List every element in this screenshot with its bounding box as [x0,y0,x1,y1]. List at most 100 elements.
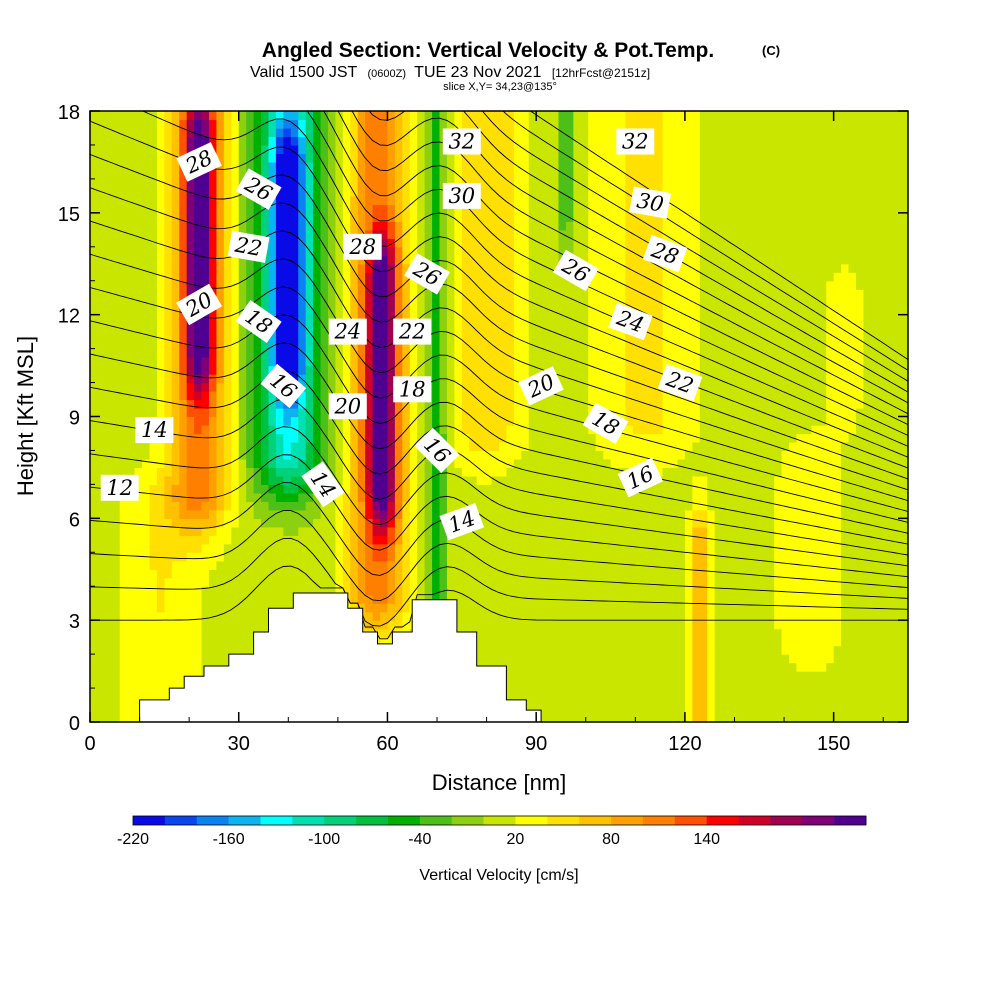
velocity-cell [818,535,827,545]
velocity-cell [216,594,225,604]
velocity-cell [736,543,745,553]
velocity-cell [528,679,537,689]
velocity-cell [744,620,753,630]
velocity-cell [179,569,188,579]
velocity-cell [194,441,203,452]
velocity-cell [409,357,418,367]
velocity-cell [833,374,842,384]
velocity-cell [893,586,902,596]
velocity-cell [223,569,232,579]
velocity-cell [261,340,270,350]
velocity-cell [201,620,210,630]
velocity-cell [588,560,597,570]
velocity-cell [320,458,329,469]
velocity-cell [736,467,745,477]
velocity-cell [781,586,790,596]
velocity-cell [499,484,508,494]
velocity-cell [194,560,203,570]
velocity-cell [484,441,493,452]
velocity-cell [394,577,403,587]
velocity-cell [625,543,634,553]
velocity-cell [565,467,574,477]
velocity-cell [268,577,277,587]
velocity-cell [127,611,136,621]
velocity-cell [253,357,262,367]
velocity-cell [97,357,106,367]
velocity-cell [610,399,619,409]
velocity-cell [670,399,679,409]
velocity-cell [112,577,121,587]
velocity-cell [565,594,574,604]
velocity-cell [610,357,619,367]
velocity-cell [826,586,835,596]
velocity-cell [863,526,872,536]
velocity-cell [432,348,441,358]
velocity-cell [476,611,485,621]
velocity-cell [565,518,574,528]
velocity-cell [171,569,180,579]
velocity-cell [603,569,612,579]
velocity-cell [781,569,790,579]
velocity-cell [729,637,738,647]
velocity-cell [134,586,143,596]
velocity-cell [766,518,775,528]
velocity-cell [372,331,381,341]
velocity-cell [878,688,887,698]
velocity-cell [186,441,195,452]
velocity-cell [90,577,99,587]
velocity-cell [290,543,299,553]
velocity-cell [476,492,485,502]
velocity-cell [670,628,679,638]
velocity-cell [617,509,627,519]
velocity-cell [625,501,634,511]
velocity-cell [484,594,493,604]
velocity-cell [97,645,106,655]
velocity-cell [461,569,470,579]
velocity-cell [744,577,753,587]
velocity-cell [617,518,627,528]
velocity-cell [736,408,745,418]
velocity-cell [261,535,270,545]
velocity-cell [194,645,203,655]
velocity-cell [104,628,113,638]
velocity-cell [499,348,508,358]
velocity-cell [432,374,441,384]
velocity-cell [558,654,567,664]
velocity-cell [870,569,879,579]
velocity-cell [870,611,879,621]
velocity-cell [171,416,180,426]
velocity-cell [848,560,857,570]
velocity-cell [298,467,307,477]
velocity-cell [491,637,500,647]
velocity-cell [543,467,552,477]
velocity-cell [714,679,723,689]
velocity-cell [506,611,515,621]
velocity-cell [863,688,872,698]
velocity-cell [774,628,783,638]
velocity-cell [491,594,500,604]
velocity-cell [692,441,701,452]
velocity-cell [826,628,835,638]
velocity-cell [543,357,552,367]
velocity-cell [521,662,530,672]
velocity-cell [714,713,723,722]
velocity-cell [528,645,537,655]
velocity-cell [789,424,798,435]
velocity-cell [313,382,322,392]
velocity-cell [90,492,99,502]
velocity-cell [692,458,701,469]
velocity-cell [491,526,500,536]
velocity-cell [454,594,463,604]
velocity-cell [208,467,218,477]
velocity-cell [833,424,842,435]
velocity-cell [655,365,664,375]
velocity-cell [208,458,218,469]
velocity-cell [811,713,820,722]
velocity-cell [350,560,359,570]
velocity-cell [313,552,322,562]
velocity-cell [707,628,716,638]
velocity-cell [223,365,232,375]
velocity-cell [179,484,188,494]
velocity-cell [313,458,322,469]
velocity-cell [617,713,627,722]
